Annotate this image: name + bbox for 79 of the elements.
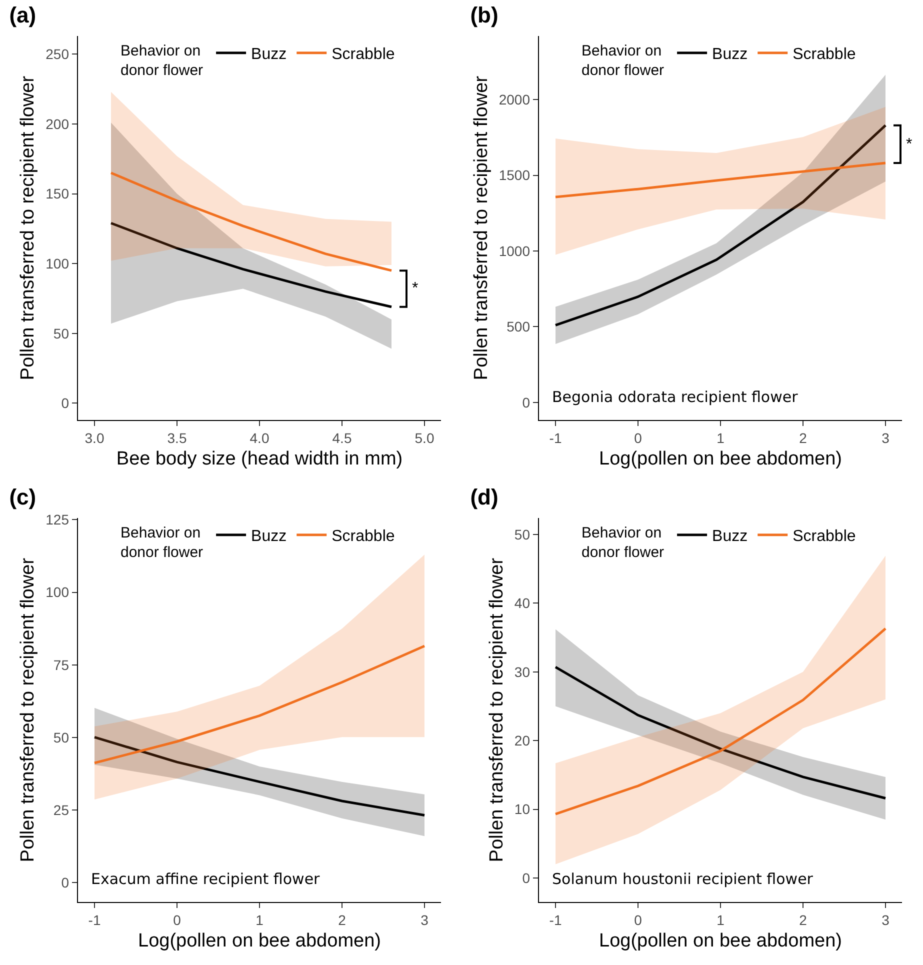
y-tick-label: 125 <box>46 512 70 528</box>
chart-title: (d) <box>470 484 498 510</box>
x-tick-label: 3.0 <box>84 430 104 446</box>
x-tick-label: 2 <box>338 912 346 928</box>
x-tick-label: -1 <box>549 430 562 446</box>
x-tick-label: 3.5 <box>167 430 187 446</box>
y-tick-label: 500 <box>506 318 530 335</box>
annotation: * <box>412 280 418 297</box>
y-tick-label: 25 <box>53 802 70 818</box>
y-tick-label: 50 <box>53 325 70 342</box>
y-tick-label: 75 <box>53 656 70 673</box>
x-tick-label: 1 <box>716 430 725 446</box>
y-tick-label: 20 <box>514 732 530 748</box>
line-series <box>554 162 887 198</box>
legend-title: Behavior on donor flower <box>120 42 204 79</box>
x-tick-label: -1 <box>549 912 562 928</box>
y-tick-label: 250 <box>46 46 70 62</box>
y-tick-label: 200 <box>46 116 70 132</box>
line-series <box>93 644 426 764</box>
y-axis-title: Pollen transferred to recipient flower <box>486 557 508 862</box>
y-axis-title: Pollen transferred to recipient flower <box>18 75 39 380</box>
x-axis-title: Log(pollen on bee abdomen) <box>138 930 381 952</box>
y-tick-label: 0 <box>61 874 70 890</box>
y-tick-label: 10 <box>514 801 530 818</box>
chart-title: (b) <box>470 2 498 28</box>
legend-label: Buzz <box>712 46 748 64</box>
line-series <box>110 172 393 272</box>
y-tick-label: 50 <box>514 526 530 542</box>
x-axis-title: Log(pollen on bee abdomen) <box>599 448 842 470</box>
annotation: Solanum houstonii recipient flower <box>552 870 814 888</box>
y-tick-label: 100 <box>46 256 70 272</box>
x-tick-label: 1 <box>716 912 725 928</box>
y-axis-title: Pollen transferred to recipient flower <box>18 557 39 862</box>
x-tick-label: 1 <box>256 912 264 928</box>
x-tick-label: 0 <box>173 912 182 928</box>
x-tick-label: 4.5 <box>332 430 352 446</box>
legend-label: Scrabble <box>792 528 856 546</box>
line-series <box>554 124 887 326</box>
legend-label: Scrabble <box>332 46 395 64</box>
x-axis-title: Log(pollen on bee abdomen) <box>599 930 842 952</box>
y-tick-label: 150 <box>46 186 70 202</box>
legend-label: Scrabble <box>332 528 395 546</box>
line-series <box>110 222 393 308</box>
legend-label: Buzz <box>251 46 287 64</box>
legend-label: Buzz <box>712 528 748 546</box>
x-tick-label: 3 <box>420 912 429 928</box>
y-tick-label: 40 <box>514 595 530 612</box>
x-tick-label: 0 <box>634 912 642 928</box>
y-tick-label: 2000 <box>498 92 530 108</box>
x-tick-label: 2 <box>799 430 808 446</box>
legend-title: Behavior on donor flower <box>582 42 664 79</box>
y-tick-label: 1500 <box>498 167 530 184</box>
y-tick-label: 100 <box>46 584 70 600</box>
x-tick-label: 3 <box>882 430 890 446</box>
x-tick-label: 5.0 <box>414 430 434 446</box>
x-tick-label: 2 <box>799 912 808 928</box>
chart-title: (a) <box>9 2 36 28</box>
y-tick-label: 50 <box>53 729 70 746</box>
annotation: Exacum affine recipient flower <box>91 870 321 888</box>
x-tick-label: -1 <box>88 912 101 928</box>
y-axis-title: Pollen transferred to recipient flower <box>470 75 492 380</box>
x-tick-label: 4.0 <box>250 430 270 446</box>
line-series <box>93 736 426 816</box>
text: * <box>906 136 912 153</box>
y-tick-label: 30 <box>514 664 530 680</box>
chart-title: (c) <box>9 484 36 510</box>
y-tick-label: 0 <box>522 394 530 410</box>
legend-title: Behavior on donor flower <box>120 524 204 561</box>
y-tick-label: 0 <box>61 395 70 412</box>
legend-label: Buzz <box>251 528 287 546</box>
legend-label: Scrabble <box>792 46 856 64</box>
line-series <box>554 666 887 800</box>
x-axis-title: Bee body size (head width in mm) <box>116 448 403 470</box>
x-tick-label: 0 <box>634 430 642 446</box>
y-tick-label: 1000 <box>498 242 530 259</box>
y-tick-label: 0 <box>522 870 530 886</box>
x-tick-label: 3 <box>882 912 890 928</box>
annotation: Begonia odorata recipient flower <box>552 388 799 406</box>
legend-title: Behavior on donor flower <box>582 524 664 561</box>
